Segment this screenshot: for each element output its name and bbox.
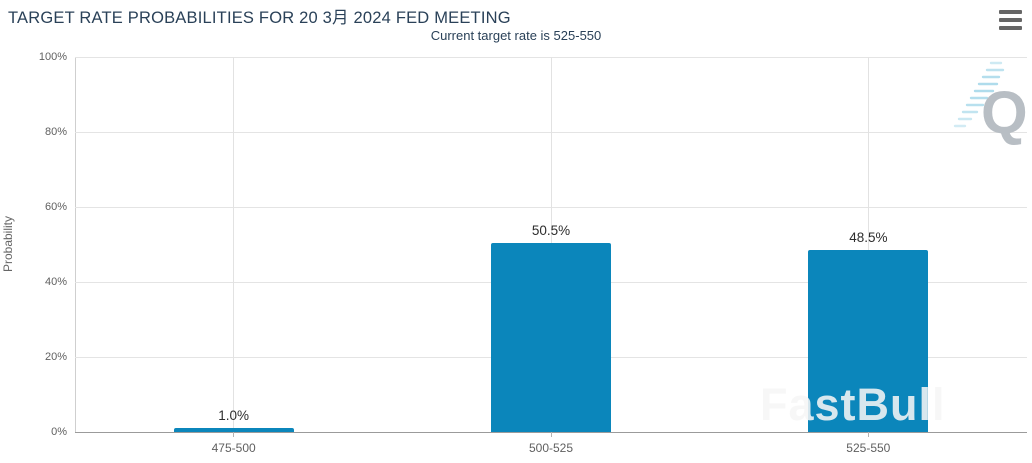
- hamburger-bar: [999, 26, 1022, 30]
- chart-title: TARGET RATE PROBABILITIES FOR 20 3月 2024…: [8, 9, 511, 27]
- y-axis-tick-label: 100%: [38, 50, 67, 63]
- x-gridline: [233, 57, 235, 432]
- bar-value-label: 1.0%: [218, 408, 250, 424]
- bar-525-550[interactable]: [808, 250, 929, 432]
- bar-value-label: 50.5%: [531, 222, 571, 238]
- x-axis-tick: [233, 432, 235, 437]
- hamburger-menu-icon[interactable]: [999, 10, 1023, 34]
- y-axis-tick-label: 0%: [51, 425, 67, 438]
- x-axis-category-label: 525-550: [846, 441, 891, 455]
- y-axis-tick-label: 40%: [44, 275, 67, 288]
- chart-subtitle: Current target rate is 525-550: [430, 28, 602, 43]
- hamburger-bar: [999, 10, 1022, 14]
- hamburger-bar: [999, 18, 1022, 22]
- x-axis-tick: [867, 432, 869, 437]
- bar-500-525[interactable]: [491, 242, 611, 432]
- x-axis-tick: [550, 432, 552, 437]
- x-axis-category-label: 475-500: [211, 441, 256, 455]
- y-axis-tick-label: 20%: [44, 350, 67, 363]
- y-axis-title: Probability: [1, 215, 15, 273]
- y-axis-tick-label: 80%: [44, 125, 67, 138]
- bar-value-label: 48.5%: [849, 230, 888, 246]
- y-axis-line: [75, 57, 76, 432]
- x-gridline: [867, 57, 869, 432]
- bar-475-500[interactable]: [173, 428, 294, 432]
- x-axis-category-label: 500-525: [528, 441, 574, 455]
- svg-text:Q: Q: [981, 79, 1028, 145]
- y-axis-tick-label: 60%: [44, 200, 67, 213]
